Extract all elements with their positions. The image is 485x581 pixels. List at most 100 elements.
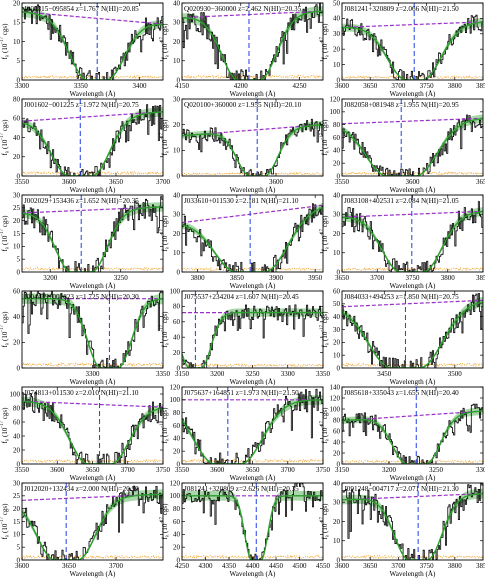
panel-title: J081241+320809 z=2.066 N(HI)=21.50	[344, 5, 459, 13]
y-axis-label-part: cgs)	[321, 23, 329, 37]
y-axis-label: fλ (10-17 cgs)	[0, 311, 11, 348]
y-axis-label-part: f	[321, 344, 329, 347]
spectrum-panel-14: 3550 3600 3650 3700 3750 0 20 40 60 80 100 120J0756…	[160, 383, 331, 482]
y-tick-label: 20	[333, 159, 341, 167]
y-tick-label: 120	[330, 394, 341, 402]
y-axis-label-sup: -17	[0, 420, 5, 427]
y-tick-label: 10	[333, 61, 341, 69]
y-axis-label-part: f	[161, 248, 169, 251]
y-axis-label-part: (10	[1, 331, 9, 343]
x-tick-label: 3250	[114, 274, 129, 282]
y-tick-label: 100	[170, 492, 181, 500]
x-axis-label: Wavelength (Å)	[70, 89, 117, 98]
y-tick-label: 0	[337, 460, 341, 468]
x-tick-label: 3750	[420, 82, 435, 90]
y-axis-label-sup: -17	[0, 132, 5, 139]
y-tick-label: 5	[17, 57, 21, 65]
x-tick-label: 3550	[15, 466, 30, 474]
y-axis-label-part: cgs)	[1, 119, 9, 133]
observed-spectrum	[342, 403, 483, 464]
y-tick-label: 5	[17, 255, 21, 263]
x-tick-label: 3150	[335, 466, 350, 474]
y-tick-label: 120	[170, 383, 181, 391]
x-tick-label: 4350	[222, 562, 237, 570]
y-axis-label-part: (10	[161, 427, 169, 439]
y-axis-label: fλ (10-17 cgs)	[0, 503, 11, 540]
x-tick-label: 3650	[109, 178, 124, 186]
plot-area	[342, 3, 483, 80]
y-tick-label: 20	[173, 349, 181, 357]
y-axis-label-part: cgs)	[321, 503, 329, 517]
y-axis-label-part: (10	[321, 139, 329, 151]
y-tick-label: 20	[13, 217, 21, 225]
x-axis-label: Wavelength (Å)	[70, 473, 117, 482]
plot-area	[342, 99, 483, 176]
y-axis-label-sub: λ	[326, 150, 331, 153]
plot-area	[22, 291, 163, 368]
y-axis-label: fλ (10-17 cgs)	[160, 407, 171, 444]
y-axis-label-part: (10	[1, 523, 9, 535]
y-axis-label: fλ (10-17 cgs)	[320, 215, 331, 252]
x-tick-label: 3200	[382, 466, 397, 474]
spectrum-panel-9: 3650 3700 3750 3800 3850 0 10 20 30 40J083108+402…	[320, 191, 485, 290]
plot-area	[22, 3, 163, 80]
fit-uncertainty-band	[342, 207, 483, 272]
y-tick-label: 30	[333, 211, 341, 219]
plot-area	[342, 483, 483, 560]
observed-spectrum	[22, 485, 163, 560]
x-tick-label: 3700	[156, 178, 171, 186]
voigt-profile-fit	[342, 301, 483, 368]
y-tick-label: 20	[333, 449, 341, 457]
y-axis-label: fλ (10-17 cgs)	[0, 407, 11, 444]
y-tick-label: 10	[333, 537, 341, 545]
continuum-fit	[342, 299, 483, 308]
x-tick-label: 3350	[74, 82, 89, 90]
y-axis-label-sup: -17	[320, 420, 325, 427]
observed-spectrum	[182, 388, 323, 464]
spectrum-panel-6: 3550 3600 3650 0 20 40 60 80 100 120J082058+08194…	[320, 95, 485, 194]
x-tick-label: 3550	[175, 466, 190, 474]
y-axis-label-sub: λ	[326, 54, 331, 57]
voigt-profile-fit	[22, 400, 163, 464]
continuum-fit	[342, 493, 483, 501]
x-tick-label: 3600	[406, 178, 421, 186]
voigt-profile-fit	[182, 311, 323, 368]
y-axis-label-sup: -17	[160, 132, 165, 139]
voigt-profile-fit	[182, 123, 323, 176]
voigt-profile-fit	[182, 206, 323, 272]
panel-title: J033610+011530 z=2.181 N(HI)=21.10	[184, 197, 299, 205]
observed-spectrum	[342, 483, 483, 560]
voigt-profile-fit	[342, 21, 483, 80]
y-axis-label-part: (10	[1, 235, 9, 247]
x-tick-label: 3600	[15, 562, 30, 570]
panel-title: J081241+320809 z=2.626 N(HI)=20.35	[184, 485, 299, 493]
voigt-profile-fit	[342, 410, 483, 464]
voigt-profile-fit	[342, 211, 483, 272]
error-spectrum	[182, 458, 323, 464]
x-tick-label: 3700	[109, 562, 124, 570]
y-axis-label-part: f	[161, 536, 169, 539]
fit-uncertainty-band	[342, 407, 483, 464]
y-axis-label-part: cgs)	[161, 503, 169, 517]
fit-uncertainty-band	[182, 202, 323, 272]
spectrum-panel-17: 4250 4300 4350 4400 4450 4500 4550 0 20 40 60 80 100…	[160, 479, 331, 578]
y-tick-label: 80	[13, 95, 21, 103]
y-axis-label-sup: -17	[160, 516, 165, 523]
y-axis-label: fλ (10-17 cgs)	[160, 119, 171, 156]
x-tick-label: 4550	[316, 562, 331, 570]
y-tick-label: 100	[330, 405, 341, 413]
y-tick-label: 60	[333, 427, 341, 435]
y-tick-label: 140	[330, 383, 341, 391]
y-axis-label: fλ (10-17 cgs)	[0, 23, 11, 60]
x-tick-label: 3400	[133, 82, 148, 90]
error-spectrum	[342, 459, 483, 464]
y-axis-label-part: (10	[321, 43, 329, 55]
continuum-fit	[342, 21, 483, 28]
y-axis-label-part: f	[1, 248, 9, 251]
x-tick-label: 4150	[175, 82, 190, 90]
y-axis-label-part: f	[1, 440, 9, 443]
y-axis-label-part: f	[321, 248, 329, 251]
